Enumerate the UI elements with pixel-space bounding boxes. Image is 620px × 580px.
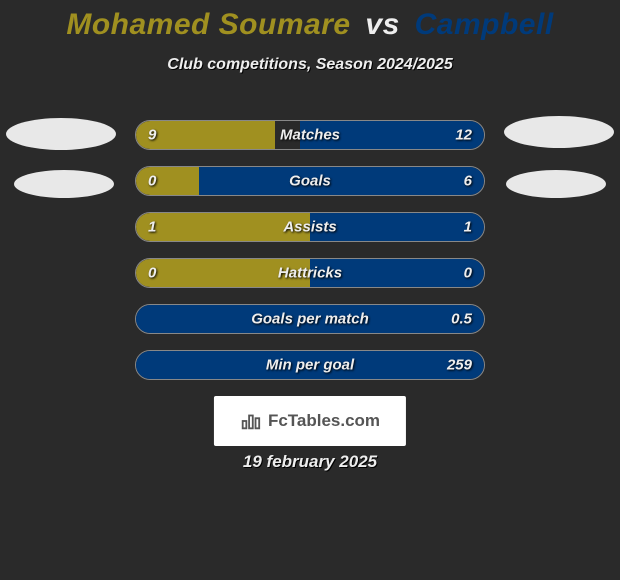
- stat-row: 0 Hattricks 0: [135, 258, 485, 288]
- stat-row: 1 Assists 1: [135, 212, 485, 242]
- watermark-text: FcTables.com: [268, 411, 380, 431]
- value-right: 259: [447, 357, 472, 374]
- watermark: FcTables.com: [214, 396, 406, 446]
- player1-club-badge: [6, 118, 116, 150]
- subtitle: Club competitions, Season 2024/2025: [0, 56, 620, 74]
- stat-label: Assists: [283, 219, 336, 236]
- stat-label: Min per goal: [266, 357, 354, 374]
- value-left: 0: [148, 173, 156, 190]
- player1-name: Mohamed Soumare: [66, 8, 350, 41]
- stat-label: Goals: [289, 173, 331, 190]
- value-right: 1: [464, 219, 472, 236]
- value-right: 6: [464, 173, 472, 190]
- stat-row: 0 Goals 6: [135, 166, 485, 196]
- value-right: 12: [455, 127, 472, 144]
- value-right: 0.5: [451, 311, 472, 328]
- vs-text: vs: [365, 8, 399, 41]
- value-left: 9: [148, 127, 156, 144]
- date-text: 19 february 2025: [243, 452, 377, 472]
- comparison-card: Mohamed Soumare vs Campbell Club competi…: [0, 0, 620, 580]
- value-left: 1: [148, 219, 156, 236]
- stat-rows: 9 Matches 12 0 Goals 6 1 Assists 1 0 Hattricks 0 Goa…: [135, 120, 485, 396]
- value-right: 0: [464, 265, 472, 282]
- chart-icon: [240, 410, 262, 432]
- player1-nation-badge: [14, 170, 114, 198]
- stat-label: Goals per match: [251, 311, 369, 328]
- player2-nation-badge: [506, 170, 606, 198]
- bar-left: [136, 121, 275, 149]
- title: Mohamed Soumare vs Campbell: [0, 0, 620, 42]
- bar-right: [199, 167, 484, 195]
- bar-left: [136, 167, 199, 195]
- stat-label: Hattricks: [278, 265, 342, 282]
- stat-label: Matches: [280, 127, 340, 144]
- player2-club-badge: [504, 116, 614, 148]
- value-left: 0: [148, 265, 156, 282]
- stat-row: Goals per match 0.5: [135, 304, 485, 334]
- stat-row: Min per goal 259: [135, 350, 485, 380]
- stat-row: 9 Matches 12: [135, 120, 485, 150]
- player2-name: Campbell: [415, 8, 554, 41]
